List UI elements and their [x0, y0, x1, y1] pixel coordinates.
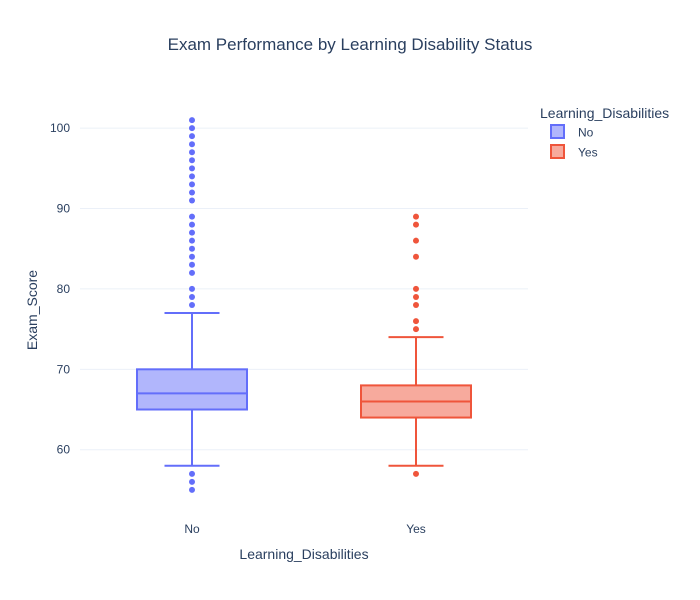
outlier-point	[189, 197, 195, 204]
outlier-point	[189, 261, 195, 268]
iqr-box	[136, 368, 248, 411]
outlier-point	[189, 293, 195, 300]
outlier-point	[413, 213, 419, 220]
outlier-point	[413, 470, 419, 477]
outlier-point	[189, 229, 195, 236]
outlier-point	[189, 149, 195, 156]
outlier-point	[413, 293, 419, 300]
legend-swatch	[550, 144, 565, 159]
x-tick-label: Yes	[406, 522, 426, 536]
legend-label: Yes	[578, 146, 598, 160]
legend-swatch	[550, 124, 565, 139]
outlier-point	[189, 157, 195, 164]
outlier-point	[189, 285, 195, 292]
outlier-point	[413, 253, 419, 260]
outlier-point	[189, 269, 195, 276]
outlier-point	[189, 486, 195, 493]
outlier-point	[189, 141, 195, 148]
chart-title: Exam Performance by Learning Disability …	[168, 35, 533, 54]
outlier-point	[189, 165, 195, 172]
box-trace-yes	[360, 213, 472, 477]
legend-item-no[interactable]: No	[550, 124, 594, 140]
y-tick-label: 70	[57, 362, 71, 376]
outlier-point	[189, 221, 195, 228]
legend-items[interactable]: No Yes	[550, 124, 598, 160]
x-tick-label: No	[184, 522, 200, 536]
y-tick-label: 90	[57, 202, 71, 216]
outlier-point	[189, 117, 195, 124]
legend[interactable]: Learning_Disabilities No Yes	[540, 105, 669, 160]
outlier-point	[189, 302, 195, 308]
y-tick-label: 60	[57, 443, 71, 457]
box-traces	[136, 117, 472, 493]
outlier-point	[413, 285, 419, 292]
outlier-point	[189, 237, 195, 244]
outlier-point	[413, 318, 419, 325]
outlier-point	[189, 133, 195, 140]
outlier-point	[413, 302, 419, 308]
outlier-point	[413, 237, 419, 244]
y-axis-title: Exam_Score	[24, 270, 40, 350]
y-axis-ticks: 60 70 80 90 100	[50, 121, 70, 457]
outlier-point	[413, 326, 419, 333]
x-axis-title: Learning_Disabilities	[239, 546, 368, 562]
x-axis-ticks: No Yes	[184, 522, 425, 536]
outlier-point	[189, 478, 195, 485]
outlier-point	[189, 470, 195, 477]
outlier-point	[189, 245, 195, 252]
legend-title: Learning_Disabilities	[540, 105, 669, 121]
y-tick-label: 100	[50, 121, 70, 135]
outlier-point	[189, 253, 195, 260]
outlier-point	[189, 189, 195, 196]
outlier-point	[189, 213, 195, 220]
y-tick-label: 80	[57, 282, 71, 296]
outlier-point	[189, 173, 195, 180]
outlier-point	[189, 181, 195, 188]
outlier-point	[189, 125, 195, 132]
box-trace-no	[136, 117, 248, 493]
legend-item-yes[interactable]: Yes	[550, 144, 598, 160]
outlier-point	[413, 221, 419, 228]
legend-label: No	[578, 126, 594, 140]
